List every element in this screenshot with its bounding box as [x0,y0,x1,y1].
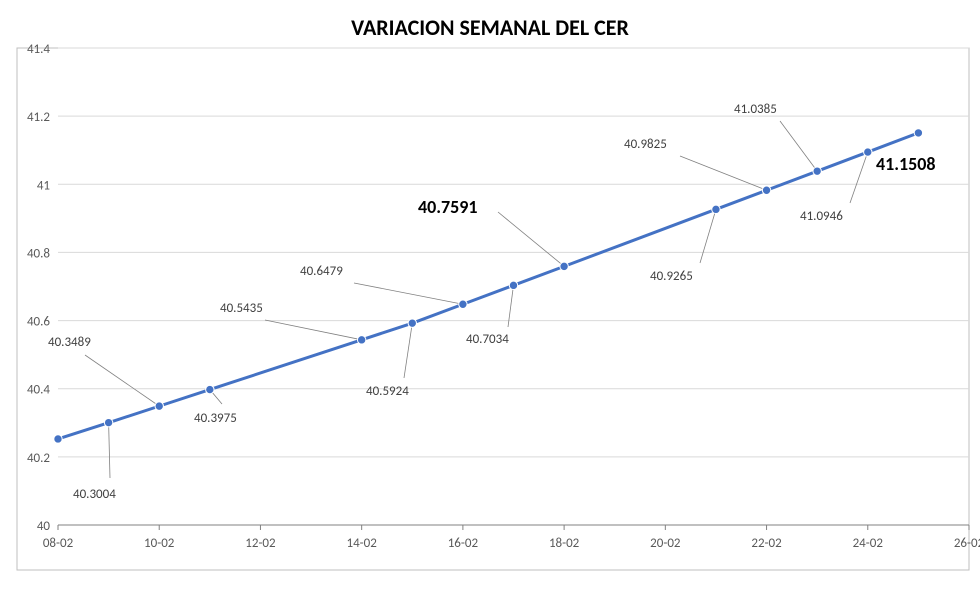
x-tick-label: 22-02 [751,536,782,551]
data-label: 40.7034 [466,332,509,347]
x-tick-label: 14-02 [346,536,377,551]
plot-area [17,48,969,570]
y-tick-label: 40.4 [27,383,50,398]
data-label: 40.5924 [366,384,409,399]
x-tick-label: 24-02 [853,536,884,551]
data-marker [509,281,517,289]
data-marker [914,129,922,137]
x-tick-label: 16-02 [448,536,479,551]
data-label: 40.5435 [220,301,263,316]
x-tick-label: 10-02 [144,536,175,551]
data-label: 40.9825 [624,137,667,152]
y-tick-label: 40 [37,519,51,534]
data-marker [762,186,770,194]
data-label: 40.3975 [194,411,237,426]
data-label: 41.1508 [876,153,936,175]
data-marker [712,205,720,213]
data-label: 40.9265 [650,269,693,284]
data-label: 40.3004 [73,487,116,502]
y-tick-label: 41.2 [27,110,50,125]
x-tick-label: 18-02 [549,536,580,551]
data-label: 40.6479 [300,264,343,279]
data-marker [104,418,112,426]
data-marker [408,319,416,327]
data-label: 41.0946 [800,209,843,224]
x-tick-label: 08-02 [43,536,74,551]
x-tick-label: 26-02 [954,536,980,551]
data-marker [560,262,568,270]
data-label: 40.7591 [418,196,478,218]
data-label: 41.0385 [734,102,777,117]
data-marker [813,167,821,175]
line-chart: 40 40.2 40.4 40.6 40.8 41 41.2 41.4 08-02 10-02 12… [0,0,980,591]
y-tick-label: 41.4 [27,42,50,57]
y-tick-label: 41 [37,178,50,193]
y-tick-label: 40.6 [27,315,50,330]
data-marker [54,435,62,443]
x-tick-label: 20-02 [650,536,681,551]
x-tick-label: 12-02 [245,536,276,551]
y-tick-label: 40.2 [27,451,50,466]
data-marker [155,402,163,410]
y-tick-label: 40.8 [27,246,50,261]
chart-container: VARIACION SEMANAL DEL CER 4040.240.440.6… [0,0,980,591]
data-label: 40.3489 [48,335,91,350]
data-marker [206,385,214,393]
data-marker [357,336,365,344]
data-marker [459,300,467,308]
data-marker [864,148,872,156]
